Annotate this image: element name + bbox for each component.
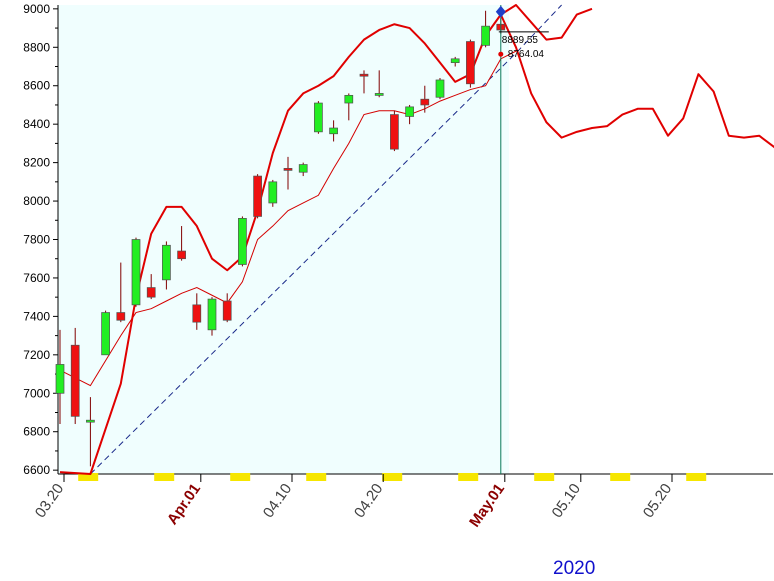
- x-axis: 03.20 Apr.01 04.10 04.20 May.01 05.10 05.20: [32, 473, 707, 531]
- candle-body: [86, 419, 95, 423]
- candle-body: [177, 250, 186, 260]
- y-tick-label: 8400: [23, 117, 50, 131]
- year-label: 2020: [553, 558, 596, 579]
- overlay-layer: 8889.55 8764.04: [495, 5, 549, 474]
- candle-body: [55, 364, 65, 394]
- y-tick-label: 6800: [23, 425, 50, 439]
- candle-body: [253, 175, 262, 217]
- plot-area-history: [58, 5, 509, 474]
- y-tick-label: 8600: [23, 79, 50, 93]
- y-tick-label: 9000: [23, 2, 50, 16]
- weekend-marker: [610, 473, 631, 481]
- weekend-marker: [458, 473, 479, 481]
- candle-body: [329, 127, 338, 135]
- readout-dot: [498, 51, 504, 57]
- y-tick-label: 7600: [23, 271, 50, 285]
- candle-body: [314, 102, 323, 133]
- x-tick-label: 04.20: [351, 481, 386, 522]
- weekend-marker: [230, 473, 251, 481]
- y-tick-label: 8200: [23, 156, 50, 170]
- weekend-marker: [534, 473, 555, 481]
- candle-body: [450, 58, 460, 64]
- candle-body: [390, 114, 399, 150]
- x-tick-label: 03.20: [32, 481, 67, 522]
- y-tick-label: 7800: [23, 233, 50, 247]
- candle-body: [298, 164, 308, 173]
- bollinger-upper-line: [59, 4, 593, 475]
- candle-body: [116, 312, 126, 321]
- candle-body: [344, 94, 354, 104]
- y-tick-label: 7200: [23, 348, 50, 362]
- candle-body: [192, 304, 202, 323]
- y-tick-label: 7400: [23, 309, 50, 323]
- forecast-line: [499, 14, 774, 149]
- candle-body: [420, 98, 430, 106]
- candle-body: [405, 106, 414, 117]
- candle-body: [238, 218, 247, 265]
- weekend-marker: [382, 473, 403, 481]
- candle-body: [283, 168, 293, 171]
- y-tick-label: 8800: [23, 40, 50, 54]
- x-tick-label: 05.20: [640, 481, 675, 522]
- candle-body: [481, 25, 490, 46]
- candle-body: [70, 344, 80, 417]
- y-axis: 6600 6800 7000 7200 7400 7600 7800 8000 8200 8400…: [23, 2, 59, 477]
- readout-value-2: 8764.04: [508, 49, 545, 60]
- series-layer: [59, 4, 774, 475]
- y-tick-label: 6600: [23, 463, 50, 477]
- readout-value-1: 8889.55: [502, 35, 539, 46]
- candles-layer: [55, 10, 506, 467]
- y-tick-label: 7000: [23, 386, 50, 400]
- candle-body: [146, 287, 156, 298]
- candle-body: [131, 239, 141, 306]
- weekend-marker: [154, 473, 175, 481]
- x-tick-label: 05.10: [549, 481, 584, 522]
- candle-body: [435, 79, 445, 98]
- candle-body: [268, 181, 278, 204]
- x-tick-label: Apr.01: [164, 481, 204, 528]
- weekend-marker: [78, 473, 99, 481]
- candle-body: [374, 93, 384, 96]
- weekend-marker: [686, 473, 707, 481]
- candle-body: [207, 298, 217, 331]
- weekend-marker: [306, 473, 327, 481]
- candle-body: [359, 73, 369, 77]
- x-tick-label: May.01: [466, 481, 508, 531]
- candle-body: [101, 312, 110, 356]
- x-tick-label: 04.10: [260, 481, 295, 522]
- y-tick-label: 8000: [23, 194, 50, 208]
- candle-body: [222, 300, 232, 321]
- candle-body: [466, 41, 475, 85]
- candle-body: [162, 244, 171, 281]
- trendline: [90, 4, 562, 475]
- cursor-marker: [495, 5, 506, 18]
- bollinger-mid-line: [59, 50, 517, 387]
